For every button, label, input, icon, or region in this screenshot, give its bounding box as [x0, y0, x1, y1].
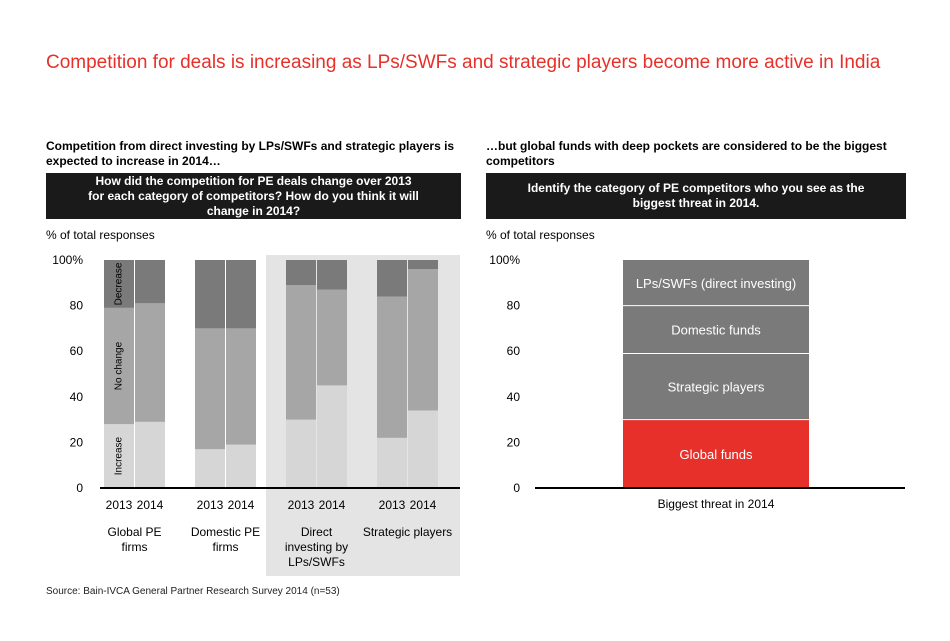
- segment-label-global-funds: Global funds: [680, 447, 753, 462]
- series-label-no-change: No change: [114, 341, 125, 390]
- x-tick-label: 2014: [319, 498, 346, 512]
- y-tick-label: 40: [507, 390, 521, 404]
- bar-segment-decrease-2014: [135, 260, 165, 304]
- segment-label-lps-swfs-direct-investing: LPs/SWFs (direct investing): [636, 276, 796, 291]
- right-question-box: Identify the category of PE competitors …: [486, 173, 906, 219]
- left-question-box: How did the competition for PE deals cha…: [46, 173, 461, 219]
- x-tick-label: 2013: [379, 498, 406, 512]
- segment-label-domestic-funds: Domestic funds: [671, 323, 761, 338]
- y-tick-label: 80: [70, 299, 84, 313]
- x-tick-label: 2014: [410, 498, 437, 512]
- x-tick-label: 2013: [288, 498, 315, 512]
- right-y-unit-label: % of total responses: [486, 228, 595, 242]
- group-label: Global PE firms: [107, 525, 161, 554]
- bar-segment-no-change-2013: [377, 296, 407, 438]
- bar-segment-lps-swfs-direct-investing: [623, 260, 809, 306]
- bar-segment-strategic-players: [623, 353, 809, 420]
- bar-segment-increase-2014: [135, 421, 165, 488]
- bar-segment-decrease-2013: [286, 260, 316, 286]
- bar-segment-no-change-2013: [286, 285, 316, 420]
- bar-segment-decrease-2013: [195, 260, 225, 329]
- bar-segment-decrease-2013: [104, 260, 134, 308]
- y-tick-label: 60: [70, 344, 84, 358]
- group-label: Domestic PE firms: [191, 525, 260, 554]
- bar-segment-global-funds: [623, 419, 809, 488]
- competition-change-chart: 0 20 40 60 80 100% 2013 2014 Global PE firms 2013 2…: [52, 253, 460, 576]
- bar-segment-no-change-2014: [408, 269, 438, 411]
- x-tick-label: 2014: [137, 498, 164, 512]
- bar-segment-increase-2013: [104, 424, 134, 488]
- right-chart-subtitle: …but global funds with deep pockets are …: [486, 139, 887, 168]
- segment-label-strategic-players: Strategic players: [668, 380, 765, 395]
- bar-segment-decrease-2013: [377, 260, 407, 297]
- bar-segment-no-change-2014: [135, 303, 165, 422]
- series-label-increase: Increase: [114, 436, 125, 475]
- biggest-threat-chart: 0 20 40 60 80 100% Global funds Strategic playe…: [489, 253, 905, 511]
- bar-segment-decrease-2014: [226, 260, 256, 329]
- bar-segment-increase-2013: [377, 437, 407, 488]
- bar-segment-increase-2013: [195, 449, 225, 488]
- page-title: Competition for deals is increasing as L…: [46, 52, 881, 73]
- bar-segment-decrease-2014: [408, 260, 438, 270]
- left-y-unit-label: % of total responses: [46, 228, 155, 242]
- x-category-label: Biggest threat in 2014: [658, 497, 775, 511]
- y-tick-label: 0: [76, 481, 83, 495]
- x-tick-label: 2013: [197, 498, 224, 512]
- bar-segment-no-change-2013: [104, 307, 134, 425]
- bar-segment-no-change-2014: [226, 328, 256, 445]
- bar-segment-increase-2014: [408, 410, 438, 488]
- y-tick-label: 40: [70, 390, 84, 404]
- bar-segment-decrease-2014: [317, 260, 347, 290]
- group-label: Strategic players: [363, 525, 452, 539]
- bar-segment-increase-2013: [286, 419, 316, 488]
- y-tick-label: 100%: [489, 253, 520, 267]
- y-tick-label: 80: [507, 299, 521, 313]
- y-tick-label: 20: [507, 435, 521, 449]
- right-question-text: Identify the category of PE competitors …: [527, 181, 865, 210]
- left-chart-subtitle: Competition from direct investing by LPs…: [46, 139, 455, 168]
- x-tick-label: 2014: [228, 498, 255, 512]
- x-tick-label: 2013: [106, 498, 133, 512]
- left-question-text: How did the competition for PE deals cha…: [88, 173, 419, 218]
- bar-segment-domestic-funds: [623, 305, 809, 354]
- bar-segment-no-change-2013: [195, 328, 225, 450]
- y-tick-label: 100%: [52, 253, 83, 267]
- group-label: Direct investing by LPs/SWFs: [285, 525, 348, 569]
- source-note: Source: Bain-IVCA General Partner Resear…: [46, 586, 340, 597]
- y-tick-label: 60: [507, 344, 521, 358]
- bar-segment-increase-2014: [226, 444, 256, 488]
- y-tick-label: 20: [70, 435, 84, 449]
- bar-segment-increase-2014: [317, 385, 347, 488]
- series-label-decrease: Decrease: [114, 262, 125, 305]
- bar-segment-no-change-2014: [317, 289, 347, 386]
- y-tick-label: 0: [513, 481, 520, 495]
